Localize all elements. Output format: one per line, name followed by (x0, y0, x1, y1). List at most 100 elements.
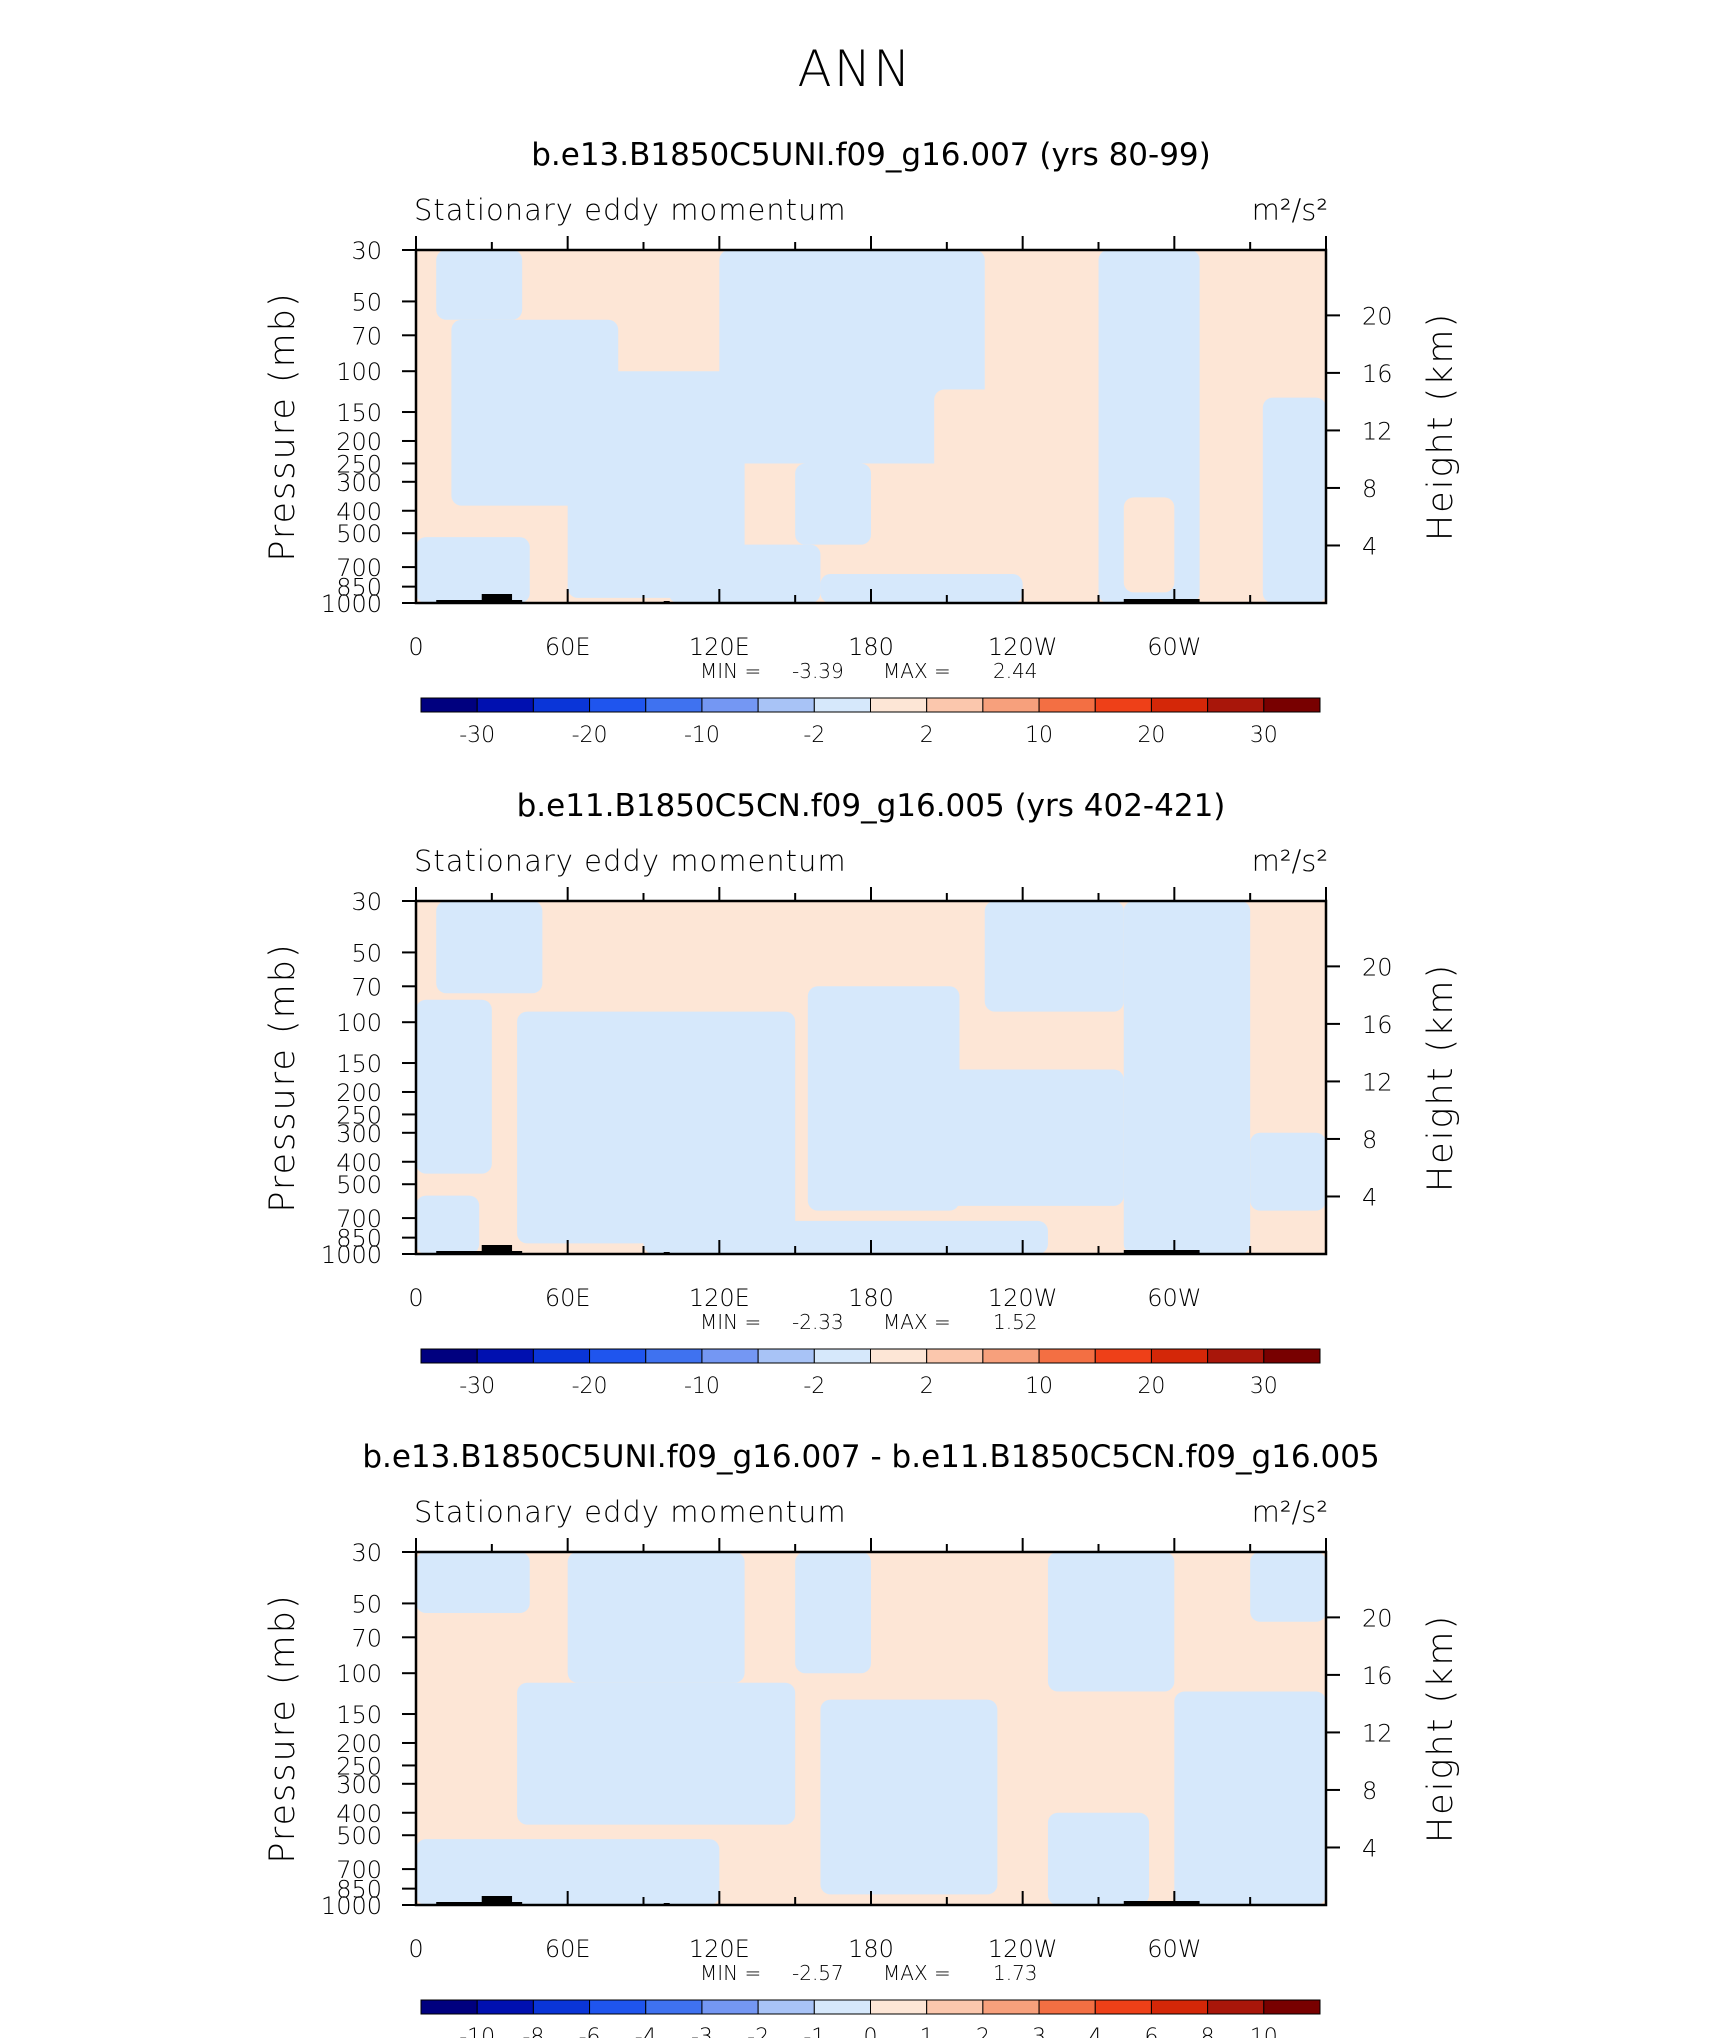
region-negative (807, 986, 960, 1211)
colorbar-label: 0 (864, 2025, 878, 2038)
field-label: Stationary eddy momentum (414, 844, 847, 878)
colorbar-label: -3 (691, 2025, 713, 2038)
colorbar-segment (1094, 1348, 1152, 1364)
topography (1123, 599, 1200, 603)
colorbar-label: 2 (976, 2025, 990, 2038)
x-tick-label: 120W (988, 633, 1058, 661)
region-negative (416, 999, 492, 1174)
region-negative (1250, 1132, 1326, 1211)
region-negative (436, 901, 543, 994)
colorbar-segment (757, 1999, 815, 2015)
colorbar-segment (1263, 697, 1321, 713)
y-tick-label: 50 (351, 1590, 382, 1618)
colorbar-label: -4 (635, 2025, 657, 2038)
colorbar-segment (1263, 1348, 1321, 1364)
region-negative (416, 1839, 720, 1905)
colorbar-label: -10 (684, 723, 720, 748)
y-tick-label: 850 (336, 1876, 382, 1904)
colorbar-segment (757, 1348, 815, 1364)
y-tick-label: 150 (336, 399, 382, 427)
colorbar-segment (1263, 1999, 1321, 2015)
colorbar-segment (1150, 1348, 1209, 1364)
units-label: m²/s² (1252, 844, 1328, 878)
y-tick-label: 850 (336, 574, 382, 602)
colorbar-label: 6 (1144, 2025, 1158, 2038)
y-tick-label: 400 (336, 1800, 382, 1828)
y-tick-label: 200 (336, 1730, 382, 1758)
colorbar-label: 2 (920, 1374, 934, 1399)
region-negative (436, 250, 523, 320)
y2-tick-label: 12 (1362, 1068, 1393, 1096)
field-label: Stationary eddy momentum (414, 1495, 847, 1529)
colorbar-label: -20 (572, 1374, 608, 1399)
region-negative (820, 1699, 998, 1895)
y-tick-label: 200 (336, 1079, 382, 1107)
field-label: Stationary eddy momentum (414, 193, 847, 227)
colorbar-segment (420, 697, 478, 713)
y-tick-label: 70 (351, 1624, 382, 1652)
colorbar-segment (1094, 1999, 1152, 2015)
y-tick-label: 100 (336, 1009, 382, 1037)
colorbar-segment (1150, 697, 1209, 713)
y2-tick-label: 8 (1362, 1126, 1377, 1154)
x-tick-label: 180 (848, 1935, 894, 1963)
colorbar-segment (1207, 697, 1265, 713)
y-tick-label: 70 (351, 322, 382, 350)
units-label: m²/s² (1252, 1495, 1328, 1529)
colorbar-label: -10 (684, 1374, 720, 1399)
colorbar-segment (532, 1999, 591, 2015)
y-tick-label: 200 (336, 428, 382, 456)
colorbar-label: 1 (920, 2025, 934, 2038)
x-tick-label: 60W (1147, 1284, 1201, 1312)
colorbar-segment (476, 1999, 534, 2015)
colorbar-segment (813, 1348, 871, 1364)
region-negative (795, 1552, 871, 1674)
figure-title: ANN (797, 40, 913, 98)
y2-tick-label: 8 (1362, 1777, 1377, 1805)
region-negative (820, 574, 1023, 603)
region-negative (1123, 901, 1251, 1254)
colorbar-segment (532, 1348, 591, 1364)
region-negative (416, 1552, 530, 1614)
y-axis-label: Pressure (mb) (263, 942, 303, 1212)
y-tick-label: 100 (336, 1660, 382, 1688)
colorbar-segment (476, 697, 534, 713)
colorbar-label: -2 (803, 723, 825, 748)
colorbar-segment (870, 1348, 928, 1364)
colorbar-segment (420, 1999, 478, 2015)
y-tick-label: 300 (336, 469, 382, 497)
y-tick-label: 700 (336, 554, 382, 582)
y2-tick-label: 4 (1362, 1834, 1377, 1862)
y-tick-label: 700 (336, 1205, 382, 1233)
region-negative (567, 1552, 745, 1683)
y2-tick-label: 20 (1362, 953, 1393, 981)
max-value: 1.73 (993, 1961, 1038, 1985)
y-tick-label: 250 (336, 1752, 382, 1780)
colorbar-segment (926, 1999, 984, 2015)
y-tick-label: 500 (336, 1822, 382, 1850)
colorbar-label: -30 (459, 723, 495, 748)
max-value: 2.44 (993, 659, 1038, 683)
region-negative (416, 537, 530, 603)
topography (481, 594, 513, 603)
y-tick-label: 400 (336, 1149, 382, 1177)
colorbar-segment (1038, 1999, 1096, 2015)
y-tick-label: 150 (336, 1050, 382, 1078)
colorbar-segment (982, 697, 1040, 713)
y-axis-label: Pressure (mb) (263, 291, 303, 561)
topography (481, 1245, 513, 1254)
min-label: MIN = (700, 1310, 761, 1334)
x-tick-label: 0 (408, 1935, 423, 1963)
colorbar-segment (870, 697, 928, 713)
y-tick-label: 300 (336, 1120, 382, 1148)
colorbar-label: -30 (459, 1374, 495, 1399)
y-tick-label: 250 (336, 1101, 382, 1129)
colorbar-label: 20 (1137, 1374, 1165, 1399)
colorbar-segment (982, 1999, 1040, 2015)
region-negative (517, 1011, 796, 1244)
y2-tick-label: 4 (1362, 1183, 1377, 1211)
colorbar-segment (701, 1999, 759, 2015)
x-tick-label: 0 (408, 633, 423, 661)
panel-title: b.e13.B1850C5UNI.f09_g16.007 - b.e11.B18… (362, 1439, 1379, 1475)
colorbar-segment (926, 697, 984, 713)
